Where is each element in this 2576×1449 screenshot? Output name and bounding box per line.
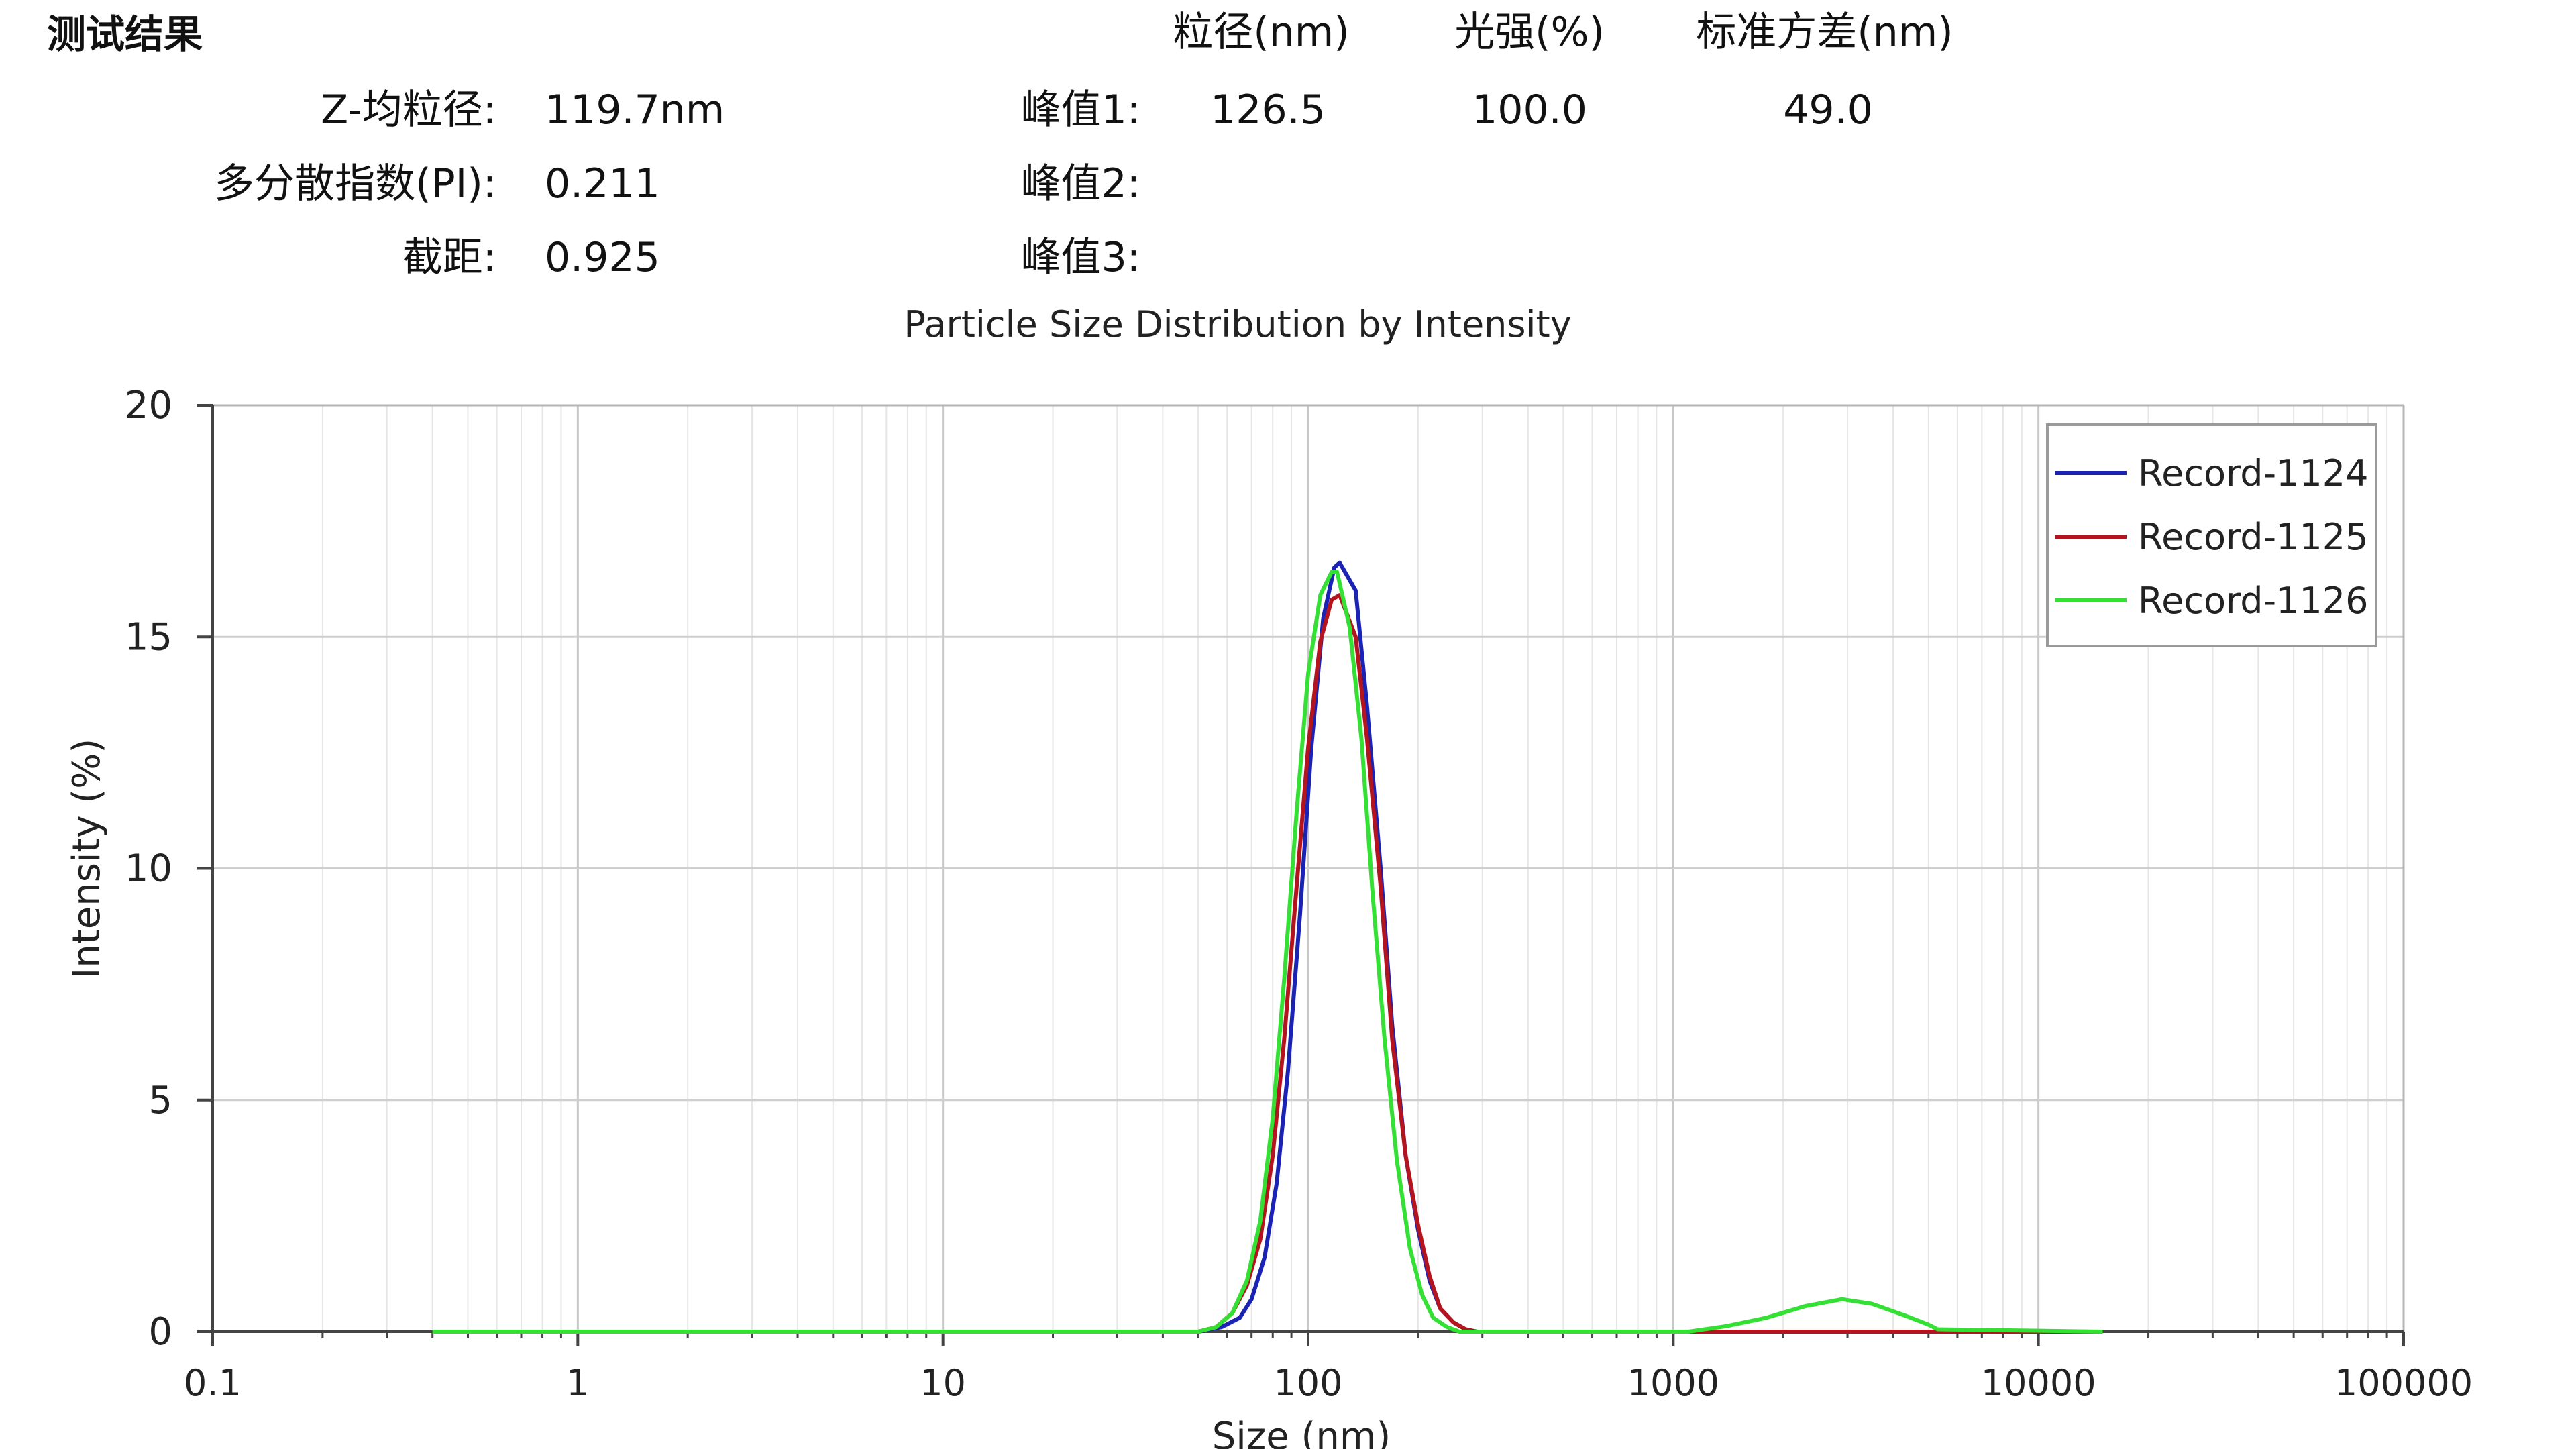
x-tick-label: 100000 (2334, 1362, 2473, 1404)
y-axis-label: Intensity (%) (65, 739, 109, 979)
legend-label: Record-1125 (2138, 516, 2369, 558)
x-tick-label: 0.1 (184, 1362, 241, 1404)
legend-label: Record-1126 (2138, 580, 2369, 622)
column-header-size: 粒径(nm) (1173, 9, 1350, 56)
chart-title: Particle Size Distribution by Intensity (904, 303, 1571, 345)
peak2-label: 峰值2: (1020, 160, 1140, 207)
y-tick-label: 20 (125, 384, 172, 427)
particle-size-chart: Particle Size Distribution by Intensity … (65, 303, 2473, 1449)
intercept-value: 0.925 (545, 234, 660, 281)
peak1-intensity: 100.0 (1472, 87, 1587, 133)
legend-label: Record-1124 (2138, 452, 2369, 494)
z-average-label: Z-均粒径: (321, 87, 496, 133)
x-tick-label: 1 (566, 1362, 589, 1404)
intercept-label: 截距: (402, 234, 496, 281)
z-average-value: 119.7nm (545, 87, 725, 133)
y-tick-label: 15 (125, 615, 172, 659)
y-tick-label: 5 (148, 1079, 172, 1122)
chart-grid (211, 404, 2405, 1333)
pdi-value: 0.211 (545, 160, 660, 207)
chart-series (432, 560, 2103, 1334)
peak1-size: 126.5 (1210, 87, 1326, 133)
x-axis-label: Size (nm) (1212, 1415, 1391, 1449)
chart-legend: Record-1124 Record-1125 Record-1126 (2046, 423, 2377, 647)
series-line-record-1126 (432, 570, 2103, 1334)
test-results-panel: 测试结果 粒径(nm) 光强(%) 标准方差(nm) Z-均粒径: 119.7n… (0, 0, 2576, 295)
peak1-label: 峰值1: (1020, 87, 1140, 133)
peak3-label: 峰值3: (1020, 234, 1140, 281)
x-tick-label: 1000 (1627, 1362, 1719, 1404)
x-tick-label: 10 (920, 1362, 966, 1404)
column-header-stddev: 标准方差(nm) (1696, 9, 1953, 56)
y-tick-label: 0 (148, 1310, 172, 1354)
y-tick-label: 10 (125, 847, 172, 891)
chart-axes: 0.1 1 10 100 1000 10000 100000 0 5 10 15 20 (125, 384, 2473, 1404)
x-tick-label: 100 (1273, 1362, 1342, 1404)
column-header-intensity: 光强(%) (1454, 9, 1605, 56)
results-heading: 测试结果 (47, 11, 203, 57)
pdi-label: 多分散指数(PI): (214, 160, 496, 207)
peak1-stddev: 49.0 (1783, 87, 1873, 133)
x-tick-label: 10000 (1981, 1362, 2096, 1404)
